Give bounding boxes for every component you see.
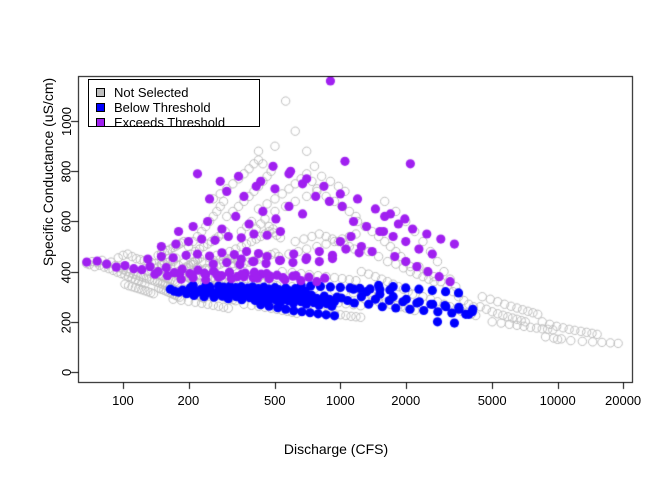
x-tick-label: 5000 xyxy=(477,393,507,408)
y-tick-label: 1000 xyxy=(58,107,74,137)
y-tick-label: 0 xyxy=(58,368,74,376)
y-tick-label: 400 xyxy=(58,261,74,283)
legend-item: Below Threshold xyxy=(96,100,211,115)
x-tick-label: 100 xyxy=(112,393,134,408)
legend-item: Exceeds Threshold xyxy=(96,115,225,130)
x-tick-label: 20000 xyxy=(605,393,642,408)
y-axis-title: Specific Conductance (uS/cm) xyxy=(40,77,56,267)
legend-swatch-icon xyxy=(96,103,105,112)
legend-item-label: Below Threshold xyxy=(114,100,211,115)
y-tick-label: 600 xyxy=(58,211,74,233)
legend-swatch-icon xyxy=(96,118,105,127)
y-tick-label: 800 xyxy=(58,160,74,183)
x-tick-label: 500 xyxy=(263,393,286,408)
x-axis-title: Discharge (CFS) xyxy=(283,441,389,457)
legend-item: Not Selected xyxy=(96,85,188,100)
x-tick-label: 1000 xyxy=(325,393,355,408)
legend-item-label: Exceeds Threshold xyxy=(114,115,226,130)
x-tick-label: 10000 xyxy=(539,393,576,408)
x-tick-label: 2000 xyxy=(391,393,421,408)
legend xyxy=(88,79,260,127)
x-tick-label: 200 xyxy=(177,393,200,408)
legend-item-label: Not Selected xyxy=(114,85,189,100)
y-tick-label: 200 xyxy=(58,311,74,334)
legend-swatch-icon xyxy=(96,88,105,97)
